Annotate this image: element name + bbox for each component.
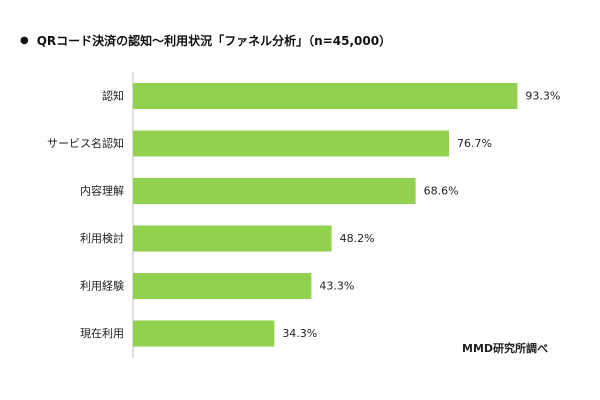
bar [133,225,332,252]
category-label: サービス名認知 [47,136,124,150]
data-label: 76.7% [457,137,492,150]
data-label: 43.3% [319,280,354,293]
bar [133,178,416,204]
title-bullet: ● [20,35,29,46]
bar [133,273,312,299]
chart-title-row: ● QRコード決済の認知～利用状況「ファネル分析」（n=45,000） [20,32,391,49]
bar [133,83,518,109]
data-label: 68.6% [424,185,459,198]
category-label: 内容理解 [80,184,124,198]
data-label: 34.3% [282,327,317,340]
source-note: MMD研究所調べ [462,342,549,355]
data-label: 93.3% [525,90,560,103]
chart-title: QRコード決済の認知～利用状況「ファネル分析」（n=45,000） [36,34,392,48]
category-label: 利用検討 [80,231,124,245]
bar [133,130,450,157]
category-label: 利用経験 [80,279,124,293]
data-label: 48.2% [340,232,375,245]
bar [133,320,275,347]
category-label: 認知 [102,89,124,103]
category-label: 現在利用 [80,327,124,340]
